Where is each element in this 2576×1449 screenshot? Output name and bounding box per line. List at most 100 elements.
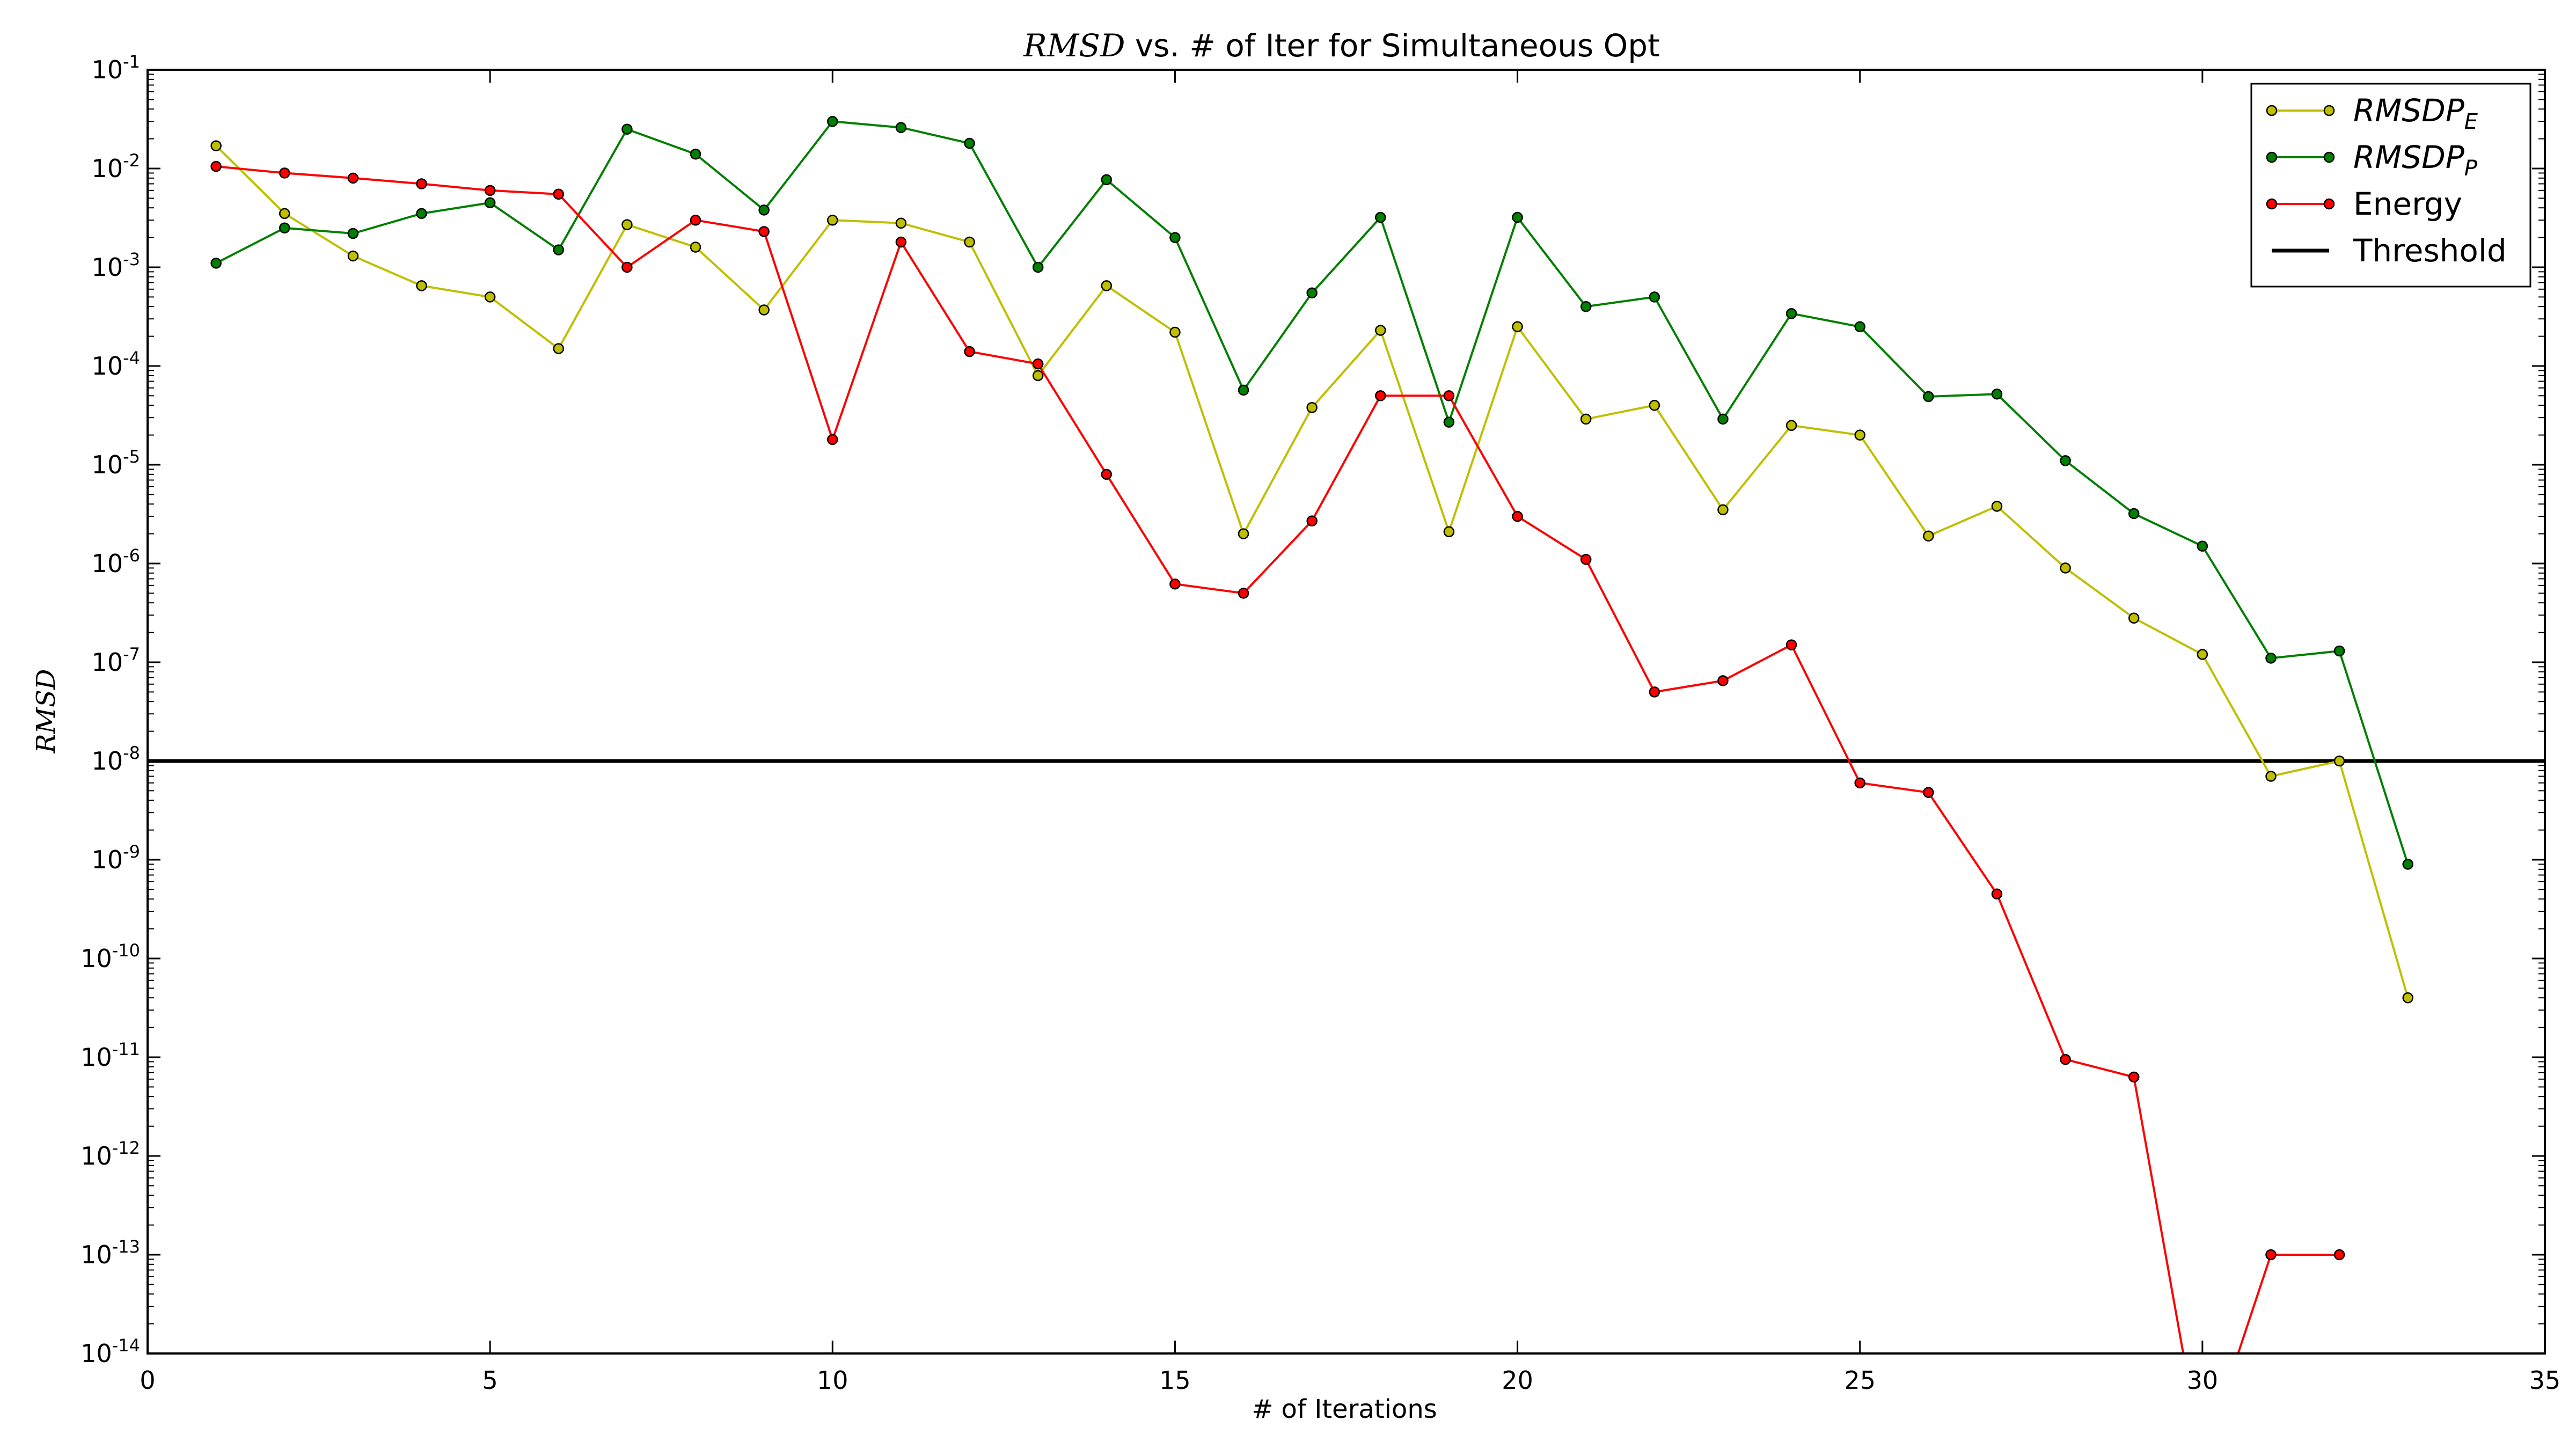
- data-point-rmsdp-p-12: [964, 137, 975, 149]
- y-tick-base: 10: [92, 55, 123, 84]
- legend-marker-right-rmsdp-e: [2323, 105, 2335, 116]
- legend-label-energy: Energy: [2353, 186, 2462, 222]
- data-point-rmsdp-p-24: [1785, 308, 1797, 319]
- y-tick-exponent: -4: [123, 348, 140, 368]
- data-point-rmsdp-p-28: [2060, 455, 2071, 466]
- y-tick-exponent: -3: [123, 249, 140, 269]
- y-tick-exponent: -5: [123, 447, 140, 467]
- data-point-rmsdp-e-22: [1649, 399, 1660, 411]
- data-point-rmsdp-e-3: [347, 250, 359, 262]
- y-tick-exponent: -11: [112, 1039, 140, 1059]
- y-tick-exponent: -8: [123, 743, 140, 763]
- data-point-rmsdp-e-25: [1854, 429, 1865, 441]
- data-point-energy-8: [690, 214, 701, 226]
- legend-marker-left-rmsdp-p: [2266, 151, 2278, 163]
- data-point-rmsdp-p-4: [416, 208, 427, 219]
- data-point-rmsdp-p-19: [1443, 416, 1455, 428]
- y-tick-base: 10: [80, 1141, 112, 1170]
- y-tick-exponent: -1: [123, 52, 140, 72]
- data-point-rmsdp-p-30: [2197, 540, 2208, 552]
- data-point-rmsdp-p-23: [1717, 413, 1729, 425]
- y-tick-label--11: 10-11: [80, 1039, 140, 1072]
- y-tick-exponent: -12: [112, 1138, 140, 1158]
- data-point-rmsdp-e-23: [1717, 504, 1729, 516]
- data-point-rmsdp-e-33: [2402, 992, 2413, 1004]
- data-point-rmsdp-p-29: [2128, 508, 2140, 519]
- axes-layer: [147, 69, 2546, 1355]
- data-point-rmsdp-p-9: [758, 204, 770, 216]
- data-point-rmsdp-e-24: [1785, 420, 1797, 431]
- data-point-rmsdp-p-20: [1512, 211, 1523, 223]
- legend-marker-left-rmsdp-e: [2266, 105, 2278, 116]
- legend-label-text: Threshold: [2353, 232, 2507, 269]
- data-point-rmsdp-p-15: [1169, 232, 1181, 243]
- tick-layer: 0 5 10 15 20 25 30 3510-1410-1310-1210-1110-101…: [80, 52, 2560, 1395]
- data-point-rmsdp-p-32: [2333, 645, 2345, 657]
- data-point-rmsdp-p-2: [279, 222, 290, 234]
- data-point-energy-2: [279, 167, 290, 179]
- y-tick-label--1: 10-1: [92, 52, 140, 84]
- data-point-rmsdp-e-27: [1991, 501, 2003, 512]
- data-point-rmsdp-p-17: [1306, 287, 1318, 299]
- axes-frame: [147, 69, 2546, 1355]
- legend-label-threshold: Threshold: [2353, 232, 2507, 269]
- legend-label-text: Energy: [2353, 186, 2462, 222]
- y-tick-label--4: 10-4: [92, 348, 140, 380]
- data-point-rmsdp-p-5: [484, 197, 496, 209]
- data-point-energy-18: [1375, 390, 1386, 401]
- data-point-rmsdp-e-9: [758, 304, 770, 316]
- y-tick-exponent: -10: [112, 940, 140, 961]
- data-point-energy-1: [210, 160, 222, 172]
- y-tick-exponent: -13: [112, 1236, 140, 1257]
- chart-title: RMSD vs. # of Iter for Simultaneous Opt: [1023, 27, 1660, 64]
- data-point-rmsdp-p-18: [1375, 211, 1386, 223]
- x-tick-label-5: 5: [482, 1366, 498, 1395]
- data-point-rmsdp-p-27: [1991, 389, 2003, 400]
- data-point-rmsdp-p-25: [1854, 321, 1865, 333]
- plot-area: [148, 70, 2545, 1353]
- data-point-energy-28: [2060, 1053, 2071, 1065]
- legend-marker-right-energy: [2323, 198, 2335, 210]
- x-tick-label-0: 0: [140, 1366, 155, 1395]
- y-tick-label--2: 10-2: [92, 150, 140, 183]
- y-tick-label--10: 10-10: [80, 940, 140, 973]
- x-tick-label-20: 20: [1502, 1366, 1533, 1395]
- legend-label-subscript: P: [2464, 156, 2478, 181]
- legend-label-text: RMSDP: [2353, 139, 2464, 175]
- y-axis-label: RMSD: [31, 669, 61, 754]
- data-point-energy-25: [1854, 777, 1865, 789]
- data-point-energy-23: [1717, 675, 1729, 686]
- data-point-energy-4: [416, 178, 427, 189]
- x-axis-label: # of Iterations: [1252, 1394, 1437, 1424]
- data-point-energy-10: [827, 434, 838, 445]
- data-point-rmsdp-p-22: [1649, 291, 1660, 303]
- y-tick-exponent: -14: [112, 1335, 140, 1356]
- data-point-rmsdp-p-6: [553, 244, 565, 255]
- data-point-rmsdp-e-11: [895, 217, 907, 229]
- data-point-energy-27: [1991, 888, 2003, 900]
- data-point-rmsdp-e-15: [1169, 326, 1181, 338]
- data-point-energy-31: [2265, 1249, 2277, 1261]
- series-layer: [148, 115, 2545, 1353]
- legend-label-rmsdp-p: RMSDPP: [2353, 139, 2478, 181]
- x-tick-label-30: 30: [2187, 1366, 2219, 1395]
- data-point-rmsdp-e-17: [1306, 402, 1318, 413]
- data-point-energy-26: [1923, 787, 1934, 798]
- data-point-rmsdp-e-29: [2128, 612, 2140, 624]
- y-tick-label--8: 10-8: [92, 743, 140, 775]
- data-point-energy-22: [1649, 686, 1660, 698]
- data-point-rmsdp-e-20: [1512, 321, 1523, 333]
- chart-title-math: RMSD: [1023, 27, 1125, 64]
- data-point-rmsdp-e-12: [964, 236, 975, 248]
- y-tick-base: 10: [80, 1339, 112, 1368]
- data-point-energy-6: [553, 188, 565, 200]
- data-point-rmsdp-e-6: [553, 343, 565, 354]
- data-point-rmsdp-p-26: [1923, 391, 1934, 402]
- data-point-rmsdp-p-8: [690, 148, 701, 160]
- y-tick-label--7: 10-7: [92, 644, 140, 677]
- chart-title-text: vs. # of Iter for Simultaneous Opt: [1125, 27, 1659, 64]
- y-tick-label--3: 10-3: [92, 249, 140, 282]
- y-tick-base: 10: [92, 450, 123, 479]
- data-point-rmsdp-e-14: [1101, 280, 1113, 291]
- data-point-rmsdp-p-33: [2402, 859, 2413, 870]
